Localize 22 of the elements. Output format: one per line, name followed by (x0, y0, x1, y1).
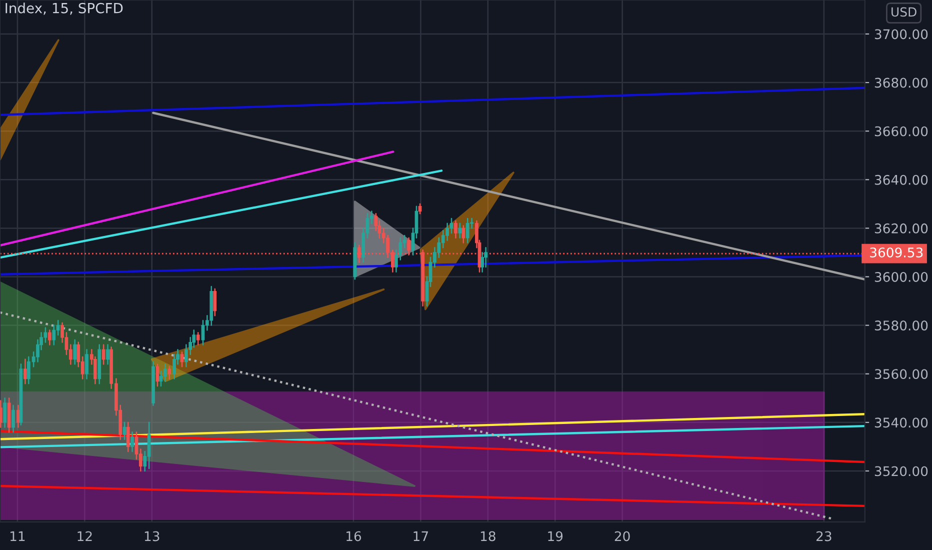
y-tick-label: 3640.00 (874, 174, 928, 185)
x-tick-label: 23 (816, 531, 832, 542)
y-tick-label: 3600.00 (874, 272, 928, 282)
x-tick-label: 19 (548, 531, 563, 542)
x-tick-label: 20 (614, 531, 630, 542)
y-tick-label: 3620.00 (874, 223, 928, 234)
y-tick-label: 3560.00 (874, 369, 928, 380)
x-tick-label: 13 (144, 531, 160, 542)
chart-title: Index, 15, SPCFD (6, 2, 123, 15)
x-tick-label: 11 (10, 531, 25, 542)
x-tick-label: 18 (480, 531, 496, 542)
x-tick-label: 12 (78, 531, 92, 542)
x-tick-label: 17 (414, 531, 428, 542)
y-tick-label: 3680.00 (874, 78, 928, 88)
x-tick-label: 16 (346, 531, 362, 542)
y-tick-label: 3580.00 (874, 320, 928, 331)
text: USD (892, 7, 916, 17)
ref-line-label: 3609.53 (870, 247, 923, 258)
y-tick-label: 3660.00 (874, 126, 928, 136)
y-tick-label: 3540.00 (874, 418, 928, 428)
y-tick-label: 3520.00 (874, 466, 928, 476)
y-tick-label: 3700.00 (874, 29, 928, 40)
